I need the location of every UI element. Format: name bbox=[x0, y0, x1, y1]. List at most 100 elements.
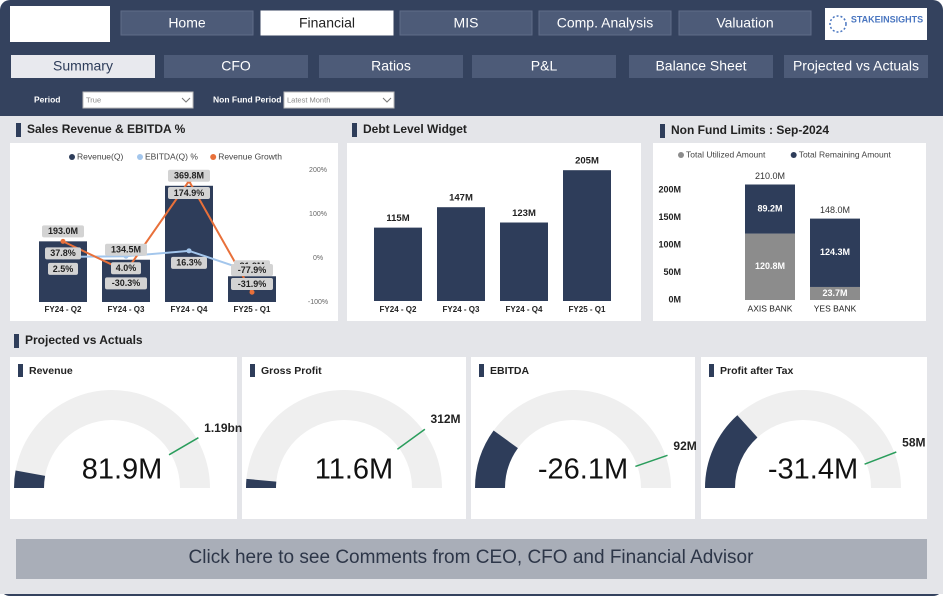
nav-label[interactable]: Home bbox=[168, 15, 206, 31]
data-label: 123M bbox=[512, 208, 536, 219]
total-label: 210.0M bbox=[755, 171, 785, 181]
tab-label[interactable]: CFO bbox=[221, 58, 251, 74]
x-tick-label: FY25 - Q1 bbox=[569, 305, 606, 314]
data-label-box bbox=[231, 264, 273, 277]
tab-button[interactable] bbox=[784, 55, 928, 78]
bar-segment bbox=[810, 218, 860, 287]
gauge-value: -31.4M bbox=[768, 454, 858, 486]
tab-label[interactable]: P&L bbox=[531, 58, 558, 74]
nav-label[interactable]: Financial bbox=[299, 15, 355, 31]
logo-icon bbox=[829, 15, 847, 33]
data-label: 205M bbox=[575, 156, 599, 167]
nav-label[interactable]: Valuation bbox=[716, 15, 773, 31]
y-tick-label: 100M bbox=[658, 239, 681, 249]
gauge-fill bbox=[475, 430, 518, 488]
x-tick-label: FY24 - Q4 bbox=[506, 305, 543, 314]
bar-segment bbox=[810, 286, 860, 300]
y2-tick-label: 0% bbox=[313, 255, 323, 262]
data-label: -77.9% bbox=[238, 265, 267, 275]
data-label-box bbox=[45, 247, 81, 260]
y2-tick-label: -100% bbox=[308, 299, 328, 306]
nav-button[interactable] bbox=[399, 10, 533, 36]
gauge-value: 11.6M bbox=[315, 454, 393, 486]
tab-button[interactable] bbox=[11, 55, 155, 78]
gauge-target-label: 1.19bn bbox=[204, 421, 242, 435]
x-tick-label: AXIS BANK bbox=[748, 303, 793, 313]
tab-label[interactable]: Ratios bbox=[371, 58, 411, 74]
cta-text[interactable]: Click here to see Comments from CEO, CFO… bbox=[189, 547, 755, 568]
bar bbox=[165, 185, 213, 302]
bar bbox=[500, 222, 548, 301]
x-tick-label: FY24 - Q2 bbox=[45, 305, 82, 314]
legend-label: Total Remaining Amount bbox=[799, 149, 892, 159]
bar bbox=[437, 207, 485, 301]
data-label-box bbox=[42, 225, 84, 238]
title-marker bbox=[250, 364, 255, 377]
data-label-box bbox=[171, 256, 207, 269]
tab-label[interactable]: Projected vs Actuals bbox=[793, 58, 919, 74]
filter-label: Period bbox=[34, 94, 60, 104]
tab-label[interactable]: Balance Sheet bbox=[655, 58, 746, 74]
title-marker bbox=[660, 124, 665, 138]
tab-label[interactable]: Summary bbox=[53, 58, 113, 74]
data-label: 174.9% bbox=[174, 188, 205, 198]
tab-button[interactable] bbox=[319, 55, 463, 78]
nav-button[interactable] bbox=[120, 10, 254, 36]
title-marker bbox=[709, 364, 714, 377]
gauge-target bbox=[396, 428, 426, 450]
gauge-target-label: 58M bbox=[902, 435, 925, 449]
nav-label[interactable]: MIS bbox=[454, 15, 479, 31]
panel-title: Debt Level Widget bbox=[363, 122, 467, 136]
gauge-target bbox=[168, 437, 199, 456]
logo-box bbox=[825, 8, 927, 40]
data-label: 37.8% bbox=[50, 248, 76, 258]
cta-button[interactable] bbox=[16, 539, 927, 579]
data-label: 115M bbox=[386, 213, 409, 224]
gauge-fill bbox=[14, 470, 46, 488]
filter-value[interactable]: Latest Month bbox=[287, 95, 330, 104]
y-tick-label: 150M bbox=[658, 212, 681, 222]
tab-button[interactable] bbox=[164, 55, 308, 78]
legend-label: Total Utilized Amount bbox=[686, 149, 766, 159]
dropdown-chevron bbox=[181, 97, 191, 103]
legend-swatch bbox=[790, 152, 797, 158]
data-label: 16.3% bbox=[176, 258, 202, 268]
legend-swatch bbox=[137, 154, 143, 160]
gauge-target-label: 92M bbox=[673, 439, 696, 453]
total-label: 148.0M bbox=[820, 205, 850, 215]
title-marker bbox=[16, 123, 21, 137]
gauge-fill bbox=[246, 478, 277, 488]
title-marker bbox=[18, 364, 23, 377]
logo-text: STAKEINSIGHTS bbox=[851, 14, 923, 24]
gauge-fill bbox=[705, 415, 758, 488]
x-tick-label: YES BANK bbox=[814, 303, 857, 313]
filter-dropdown[interactable] bbox=[82, 91, 194, 109]
title-marker bbox=[479, 364, 484, 377]
nav-button[interactable] bbox=[678, 10, 812, 36]
filter-dropdown[interactable] bbox=[283, 91, 395, 109]
filter-value[interactable]: True bbox=[86, 95, 101, 104]
data-label-box bbox=[105, 243, 147, 256]
segment-label: 124.3M bbox=[820, 247, 850, 257]
gauge-value: 81.9M bbox=[82, 454, 163, 486]
legend-swatch bbox=[678, 152, 684, 158]
x-tick-label: FY25 - Q1 bbox=[234, 305, 271, 314]
section-title: Projected vs Actuals bbox=[25, 333, 143, 347]
data-label-box bbox=[231, 278, 273, 291]
y2-tick-label: 100% bbox=[309, 211, 327, 218]
section-marker bbox=[14, 334, 19, 348]
nav-button[interactable] bbox=[538, 10, 672, 36]
x-tick-label: FY24 - Q3 bbox=[108, 305, 145, 314]
data-label: 134.5M bbox=[111, 245, 141, 255]
nav-label[interactable]: Comp. Analysis bbox=[557, 15, 653, 31]
nav-button[interactable] bbox=[260, 10, 394, 36]
panel-title: Non Fund Limits : Sep-2024 bbox=[671, 123, 829, 137]
gauge-title: Profit after Tax bbox=[720, 365, 793, 377]
data-label: 4.0% bbox=[116, 263, 137, 273]
tab-button[interactable] bbox=[629, 55, 773, 78]
legend-swatch bbox=[210, 154, 217, 160]
gauge-track bbox=[475, 390, 671, 488]
gauge-target bbox=[635, 454, 668, 468]
tab-button[interactable] bbox=[472, 55, 616, 78]
